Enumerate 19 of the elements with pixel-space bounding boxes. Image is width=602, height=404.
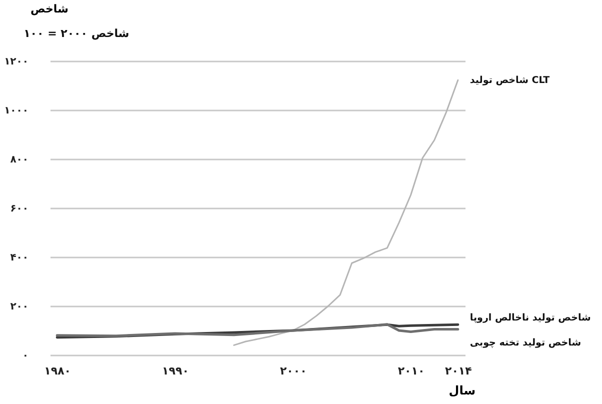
x-axis-title: سال [448, 384, 476, 398]
x-tick-label: ۲۰۱۰ [398, 364, 425, 378]
series-label: شاخص تولید ناخالص اروپا [470, 312, 591, 324]
x-tick-label: ۱۹۸۰ [44, 364, 72, 378]
y-tick-label: ۸۰۰ [10, 154, 28, 166]
x-tick-label: ۲۰۱۴ [444, 364, 472, 378]
y-tick-label: ۴۰۰ [10, 252, 28, 264]
y-tick-label: ۶۰۰ [10, 204, 28, 214]
y-tick-label: ۱۰۰۰ [4, 106, 28, 116]
y-axis-title: شاخص [30, 2, 68, 16]
series-label: شاخص تولید CLT [470, 75, 550, 86]
y-tick-label: ۲۰۰ [10, 302, 28, 312]
x-tick-label: ۱۹۹۰ [162, 364, 189, 378]
chart-subtitle: شاخص ۲۰۰۰ = ۱۰۰ [24, 27, 130, 40]
series-label: شاخص تولید تخته چوبی [470, 337, 582, 348]
x-tick-label: ۲۰۰۰ [280, 364, 307, 378]
y-tick-label: ۰ [22, 350, 28, 362]
line-series [233, 79, 459, 346]
y-tick-label: ۱۲۰۰ [4, 56, 28, 68]
